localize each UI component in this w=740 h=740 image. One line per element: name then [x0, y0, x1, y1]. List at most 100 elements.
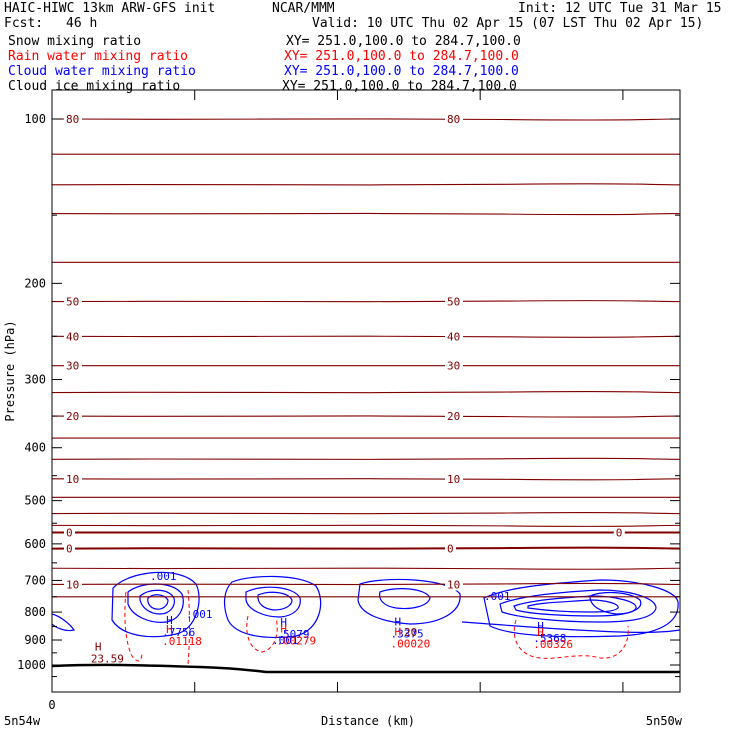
field-xy-rain: XY= 251.0,100.0 to 284.7,100.0 — [284, 49, 519, 64]
isotherm-label-bg — [64, 541, 75, 555]
isotherm-label: 40 — [66, 330, 79, 343]
isotherm-label-bg — [64, 358, 82, 372]
maximum-marker: H — [395, 625, 402, 638]
y-tick-label: 800 — [24, 605, 46, 619]
isotherm-label: 0 — [447, 543, 454, 556]
field-name-cloudwater: Cloud water mixing ratio — [8, 64, 196, 79]
maximum-marker: H — [95, 641, 102, 654]
isotherm-label-bg — [445, 329, 463, 343]
isotherm-label: 40 — [447, 330, 460, 343]
isotherm-label-bg — [64, 329, 82, 343]
y-tick-label: 300 — [24, 373, 46, 387]
isotherm-label-bg — [445, 577, 463, 591]
forecast-hours: 46 h — [66, 16, 98, 31]
isotherm-label-bg — [64, 112, 82, 125]
maximum-value: .7756 — [162, 626, 195, 639]
isotherm-line — [51, 118, 681, 121]
isotherm-label: 10 — [447, 578, 460, 591]
y-tick-label: 700 — [24, 573, 46, 587]
isotherm-label: 30 — [66, 360, 79, 373]
contour-value-labels: .001 .001 .001 .001 20 — [150, 570, 511, 647]
isotherm-label-bg — [445, 409, 463, 423]
y-tick-label: 200 — [24, 276, 46, 290]
isotherm-label: 50 — [66, 296, 79, 309]
isotherm-line — [51, 478, 681, 481]
maximum-value: .01118 — [162, 635, 202, 648]
forecast-label: Fcst: — [4, 16, 44, 31]
isotherm-label-bg — [64, 577, 82, 591]
isotherm-label: 10 — [66, 578, 79, 591]
maximum-value: 23.59 — [91, 653, 124, 666]
isotherm-label: 30 — [447, 360, 460, 373]
contour-label: .001 — [484, 590, 511, 603]
maximum-marker: H — [166, 614, 173, 627]
maximum-value: .3375 — [391, 627, 424, 640]
isotherm-label-bg — [445, 112, 463, 125]
isotherm-label: 80 — [66, 113, 79, 126]
isotherm-line — [51, 335, 681, 338]
maximum-marker: H — [395, 615, 402, 628]
valid-time: Valid: 10 UTC Thu 02 Apr 15 (07 LST Thu … — [312, 16, 704, 31]
field-name-snow: Snow mixing ratio — [8, 34, 142, 49]
isotherm-label-bg — [445, 294, 463, 308]
org-label: NCAR/MMM — [272, 1, 335, 16]
x-right-location-label: 5n50w — [646, 714, 683, 728]
isotherm-line — [51, 582, 681, 586]
isotherm-line — [51, 511, 681, 515]
contour-label: .001 — [186, 608, 213, 621]
y-tick-label: 1000 — [17, 658, 46, 672]
field-xy-snow: XY= 251.0,100.0 to 284.7,100.0 — [286, 34, 521, 49]
isotherm-line — [51, 212, 681, 216]
isotherm-line — [51, 524, 681, 527]
isotherm-line — [51, 390, 681, 394]
isotherm-label-bg — [445, 358, 463, 372]
maximum-value: .00326 — [533, 638, 573, 651]
isotherm-line — [51, 546, 681, 550]
maximum-value: .5368 — [533, 632, 566, 645]
x-left-location-label: 5n54w — [4, 714, 41, 728]
maximum-marker: H — [280, 623, 287, 636]
maximum-marker: H — [280, 616, 287, 629]
isotherm-label-bg — [64, 409, 82, 423]
isotherm-label-bg — [445, 541, 456, 555]
x-origin-label: 0 — [48, 698, 55, 712]
y-tick-label: 100 — [24, 112, 46, 126]
contour-label: .001 — [272, 634, 299, 647]
isotherm-label: 20 — [66, 410, 79, 423]
y-tick-label: 400 — [24, 441, 46, 455]
isotherm-label-bg — [64, 525, 75, 539]
isotherm-line — [51, 415, 681, 418]
isotherm-label: 80 — [447, 113, 460, 126]
isotherm-label: 0 — [66, 527, 73, 540]
contour-label: 20 — [404, 626, 417, 639]
isotherm-line — [51, 567, 681, 570]
model-title: HAIC-HIWC 13km ARW-GFS init — [4, 1, 216, 16]
maximum-marker: H — [537, 626, 544, 639]
isotherm-label: 20 — [447, 410, 460, 423]
isotherm-label-bg — [613, 525, 625, 539]
contour-label: .001 — [150, 570, 177, 583]
y-tick-label: 500 — [24, 494, 46, 508]
field-xy-cloudwater: XY= 251.0,100.0 to 284.7,100.0 — [284, 64, 519, 79]
init-time: Init: 12 UTC Tue 31 Mar 15 — [518, 1, 722, 16]
y-axis-title: Pressure (hPa) — [3, 320, 17, 421]
rain-water-contours — [124, 589, 629, 665]
isotherm-label: 0 — [66, 543, 73, 556]
isotherm-line — [51, 300, 681, 303]
isotherm-label: 10 — [66, 473, 79, 486]
isotherm-label: 0 — [616, 527, 623, 540]
x-axis-title: Distance (km) — [321, 714, 415, 728]
terrain-line — [51, 663, 680, 674]
isotherm-label: 10 — [447, 473, 460, 486]
isotherm-label-bg — [445, 471, 463, 485]
isotherm-label: 50 — [447, 296, 460, 309]
maximum-marker: H — [166, 623, 173, 636]
maximum-value: .00279 — [276, 635, 316, 648]
y-tick-label: 900 — [24, 633, 46, 647]
plot-frame — [51, 89, 681, 693]
maximum-value: .5079 — [276, 628, 309, 641]
maximum-marker: H — [537, 620, 544, 633]
isotherm-line — [51, 457, 681, 460]
